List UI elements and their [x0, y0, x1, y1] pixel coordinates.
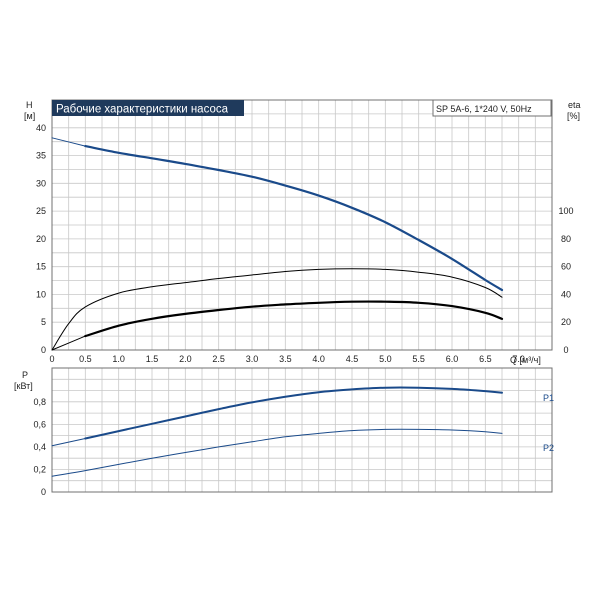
- x-tick-label: 5.0: [379, 354, 392, 364]
- y-axis-label-head: H: [26, 100, 33, 110]
- series-label-p2: P2: [543, 443, 554, 453]
- p1-curve-extension: [51, 438, 86, 447]
- y-axis-unit-eta: [%]: [567, 111, 580, 121]
- p1-curve: [84, 386, 503, 440]
- x-tick-label: 7.0: [512, 354, 525, 364]
- y-tick-label-eta: 20: [561, 317, 571, 327]
- x-tick-label: 6.5: [479, 354, 492, 364]
- y-tick-label-head: 0: [41, 345, 46, 355]
- y-tick-label-head: 25: [36, 206, 46, 216]
- y-tick-label-head: 35: [36, 151, 46, 161]
- x-tick-label: 3.5: [279, 354, 292, 364]
- eta-curve-thin-extension: [51, 335, 86, 351]
- x-tick-label: 3.0: [246, 354, 259, 364]
- y-tick-label-power: 0,2: [33, 464, 46, 474]
- y-tick-label-power: 0: [41, 487, 46, 497]
- upper-plot-frame: [51, 99, 553, 351]
- y-tick-label-head: 30: [36, 178, 46, 188]
- chart-title: Рабочие характеристики насоса: [56, 104, 229, 116]
- y-tick-label-eta: 60: [561, 262, 571, 272]
- x-tick-label: 1.0: [112, 354, 125, 364]
- y-tick-label-head: 20: [36, 234, 46, 244]
- y-tick-label-eta: 0: [563, 345, 568, 355]
- y-tick-label-head: 40: [36, 123, 46, 133]
- model-background: [432, 99, 552, 117]
- y-axis-unit-power: [кВт]: [14, 381, 33, 391]
- performance-curves: [51, 137, 504, 477]
- y-tick-label-eta: 80: [561, 234, 571, 244]
- x-tick-label: 2.0: [179, 354, 192, 364]
- title-background: [52, 100, 244, 116]
- head-curve-extension: [51, 137, 86, 147]
- x-axis-label: Q [м³/ч]: [510, 355, 541, 365]
- x-tick-label: 5.5: [412, 354, 425, 364]
- lower-plot-frame: [51, 367, 553, 493]
- x-tick-label: 0.5: [79, 354, 92, 364]
- x-tick-label: 2.5: [212, 354, 225, 364]
- y-axis-label-power: P: [22, 370, 28, 380]
- head-curve: [84, 145, 504, 292]
- x-tick-label: 4.0: [312, 354, 325, 364]
- upper-plot-grid: [51, 99, 553, 351]
- x-tick-label: 0: [49, 354, 54, 364]
- y-tick-label-power: 0,4: [33, 442, 46, 452]
- y-tick-label-eta: 40: [561, 289, 571, 299]
- x-tick-label: 1.5: [146, 354, 159, 364]
- y-tick-label-power: 0,6: [33, 419, 46, 429]
- eta-curve-bold: [84, 300, 504, 338]
- y-tick-label-eta: 100: [558, 206, 573, 216]
- x-tick-label: 4.5: [346, 354, 359, 364]
- y-tick-label-head: 10: [36, 289, 46, 299]
- p2-curve: [51, 428, 503, 477]
- eta-curve-thin: [51, 268, 503, 351]
- y-tick-label-head: 5: [41, 317, 46, 327]
- y-tick-label-power: 0,8: [33, 397, 46, 407]
- model-label: SP 5A-6, 1*240 V, 50Hz: [436, 104, 532, 114]
- y-axis-unit-head: [м]: [24, 111, 35, 121]
- series-label-p1: P1: [543, 393, 554, 403]
- x-tick-label: 6.0: [446, 354, 459, 364]
- tick-labels: 0 0.5 1.0 1.5 2.0 2.5 3.0 3.5 4.0 4.5 5.0 5.5 6.0 6.5…: [33, 123, 573, 497]
- y-axis-label-eta: eta: [568, 100, 581, 110]
- y-tick-label-head: 15: [36, 262, 46, 272]
